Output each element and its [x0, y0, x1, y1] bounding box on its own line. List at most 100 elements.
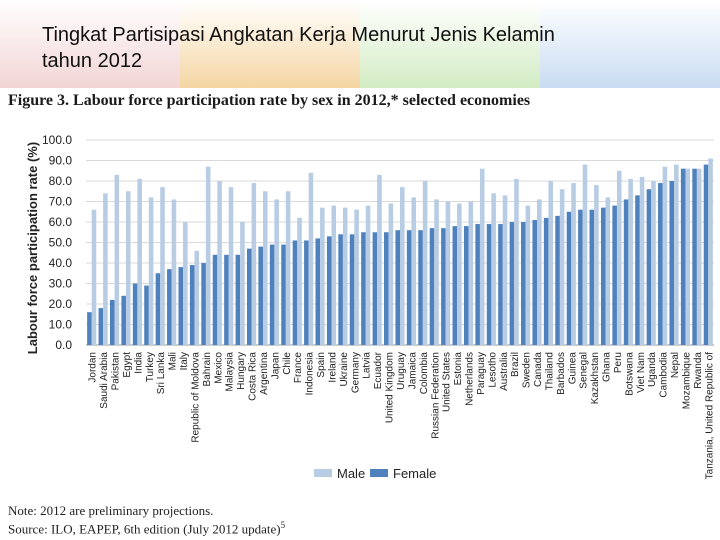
bar-male [696, 168, 702, 345]
bar-female [635, 195, 640, 345]
bar-female [429, 228, 435, 345]
x-tick-label: Jordan [88, 352, 99, 383]
bar-male [183, 222, 188, 345]
bar-male [320, 207, 325, 345]
x-tick-label: Tanzania, United Republic of [704, 352, 715, 480]
bar-male [708, 158, 713, 345]
legend: Male Female [314, 466, 436, 481]
header-band-4 [540, 0, 720, 88]
bar-female [406, 230, 412, 345]
x-tick-label: Viet Nam [636, 352, 647, 393]
bar-male [331, 205, 337, 345]
x-tick-label: Paraguay [476, 352, 487, 395]
legend-label-male: Male [337, 466, 365, 481]
slide-title-line2: tahun 2012 [42, 50, 143, 72]
x-tick-label: Malaysia [225, 352, 236, 392]
bar-male [91, 209, 97, 345]
bar-male [582, 164, 588, 345]
x-tick-label: Brazil [510, 352, 521, 377]
x-tick-label: Cambodia [659, 352, 670, 398]
bar-male [365, 205, 371, 345]
bar-male [434, 199, 439, 345]
chart-note: Note: 2012 are preliminary projections. [8, 503, 214, 518]
bar-male [114, 174, 120, 345]
bar-female [623, 199, 629, 345]
x-tick-label: Estonia [453, 352, 464, 386]
x-tick-label: Kazakhstan [590, 352, 601, 404]
x-tick-label: Mozambique [681, 352, 692, 410]
bar-female [167, 269, 172, 345]
x-tick-labels: Jordan Saudi Arabia Pakistan Egypt India Turk… [88, 351, 716, 479]
bar-female [395, 230, 400, 345]
x-tick-label: Saudi Arabia [99, 352, 110, 409]
bar-female [349, 234, 355, 345]
bar-male [445, 201, 451, 345]
bar-male [125, 191, 131, 345]
bar-male [251, 183, 257, 345]
x-tick-label: Indonesia [305, 352, 316, 396]
bar-female [212, 254, 218, 345]
x-tick-label: Republic of Moldova [190, 352, 201, 443]
bar-male [148, 197, 154, 345]
bar-female [566, 211, 572, 345]
slide-header [0, 0, 720, 88]
x-tick-label: Thailand [544, 352, 555, 390]
bar-female [246, 248, 252, 345]
x-tick-label: Sri Lanka [156, 352, 167, 395]
slide-title: Tingkat Partisipasi Angkatan Kerja Menur… [42, 22, 702, 74]
bar-female [224, 254, 229, 345]
legend-swatch-male [314, 469, 332, 477]
figure-caption: Figure 3. Labour force participation rat… [8, 92, 531, 109]
header-band-3 [360, 0, 540, 88]
x-tick-label: Ecuador [373, 351, 384, 389]
bar-female [87, 312, 92, 345]
y-tick-label: 50.0 [49, 236, 73, 250]
bar-female [680, 168, 686, 345]
bar-male [571, 183, 576, 345]
bar-male [377, 174, 382, 345]
bar-female [258, 246, 263, 345]
bar-female [361, 232, 366, 345]
bar-male [205, 166, 211, 345]
bar-male [674, 164, 679, 345]
x-tick-label: Ghana [602, 352, 613, 382]
bar-female [326, 236, 332, 345]
bar-male [137, 178, 142, 345]
x-tick-label: Nepal [670, 352, 681, 378]
bar-male [274, 199, 279, 345]
bar-female [315, 238, 321, 345]
bar-female [109, 299, 115, 345]
x-tick-label: Peru [613, 352, 624, 373]
bar-male [605, 197, 611, 345]
y-tick-label: 30.0 [49, 277, 73, 291]
x-tick-label: Guinea [567, 352, 578, 385]
x-tick-label: Pakistan [111, 352, 122, 390]
bar-female [372, 232, 378, 345]
bar-female [98, 308, 104, 345]
y-tick-label: 40.0 [49, 256, 73, 270]
bar-female [235, 254, 241, 345]
bar-female [189, 265, 195, 345]
bar-male [160, 187, 165, 345]
bar-male [651, 181, 656, 345]
x-tick-label: Mali [168, 352, 179, 370]
bar-male [491, 193, 496, 345]
x-tick-label: Netherlands [465, 352, 476, 406]
bar-female [703, 164, 709, 345]
y-tick-labels: 0.0 10.0 20.0 30.0 40.0 50.0 60.0 70.0 80.0 90.0 1… [42, 133, 72, 352]
bar-male [479, 168, 485, 345]
y-axis-label: Labour force participation rate (%) [25, 142, 40, 354]
x-tick-label: India [133, 352, 144, 374]
x-tick-label: Germany [350, 352, 361, 393]
y-tick-label: 60.0 [49, 215, 73, 229]
x-tick-label: Japan [270, 352, 281, 379]
bar-female [532, 219, 538, 345]
bar-male [548, 181, 554, 345]
bar-female [281, 244, 286, 345]
x-tick-label: Rwanda [693, 352, 704, 389]
bar-male [262, 191, 268, 345]
bar-female [132, 283, 138, 345]
bar-female [600, 207, 606, 345]
legend-label-female: Female [393, 466, 436, 481]
